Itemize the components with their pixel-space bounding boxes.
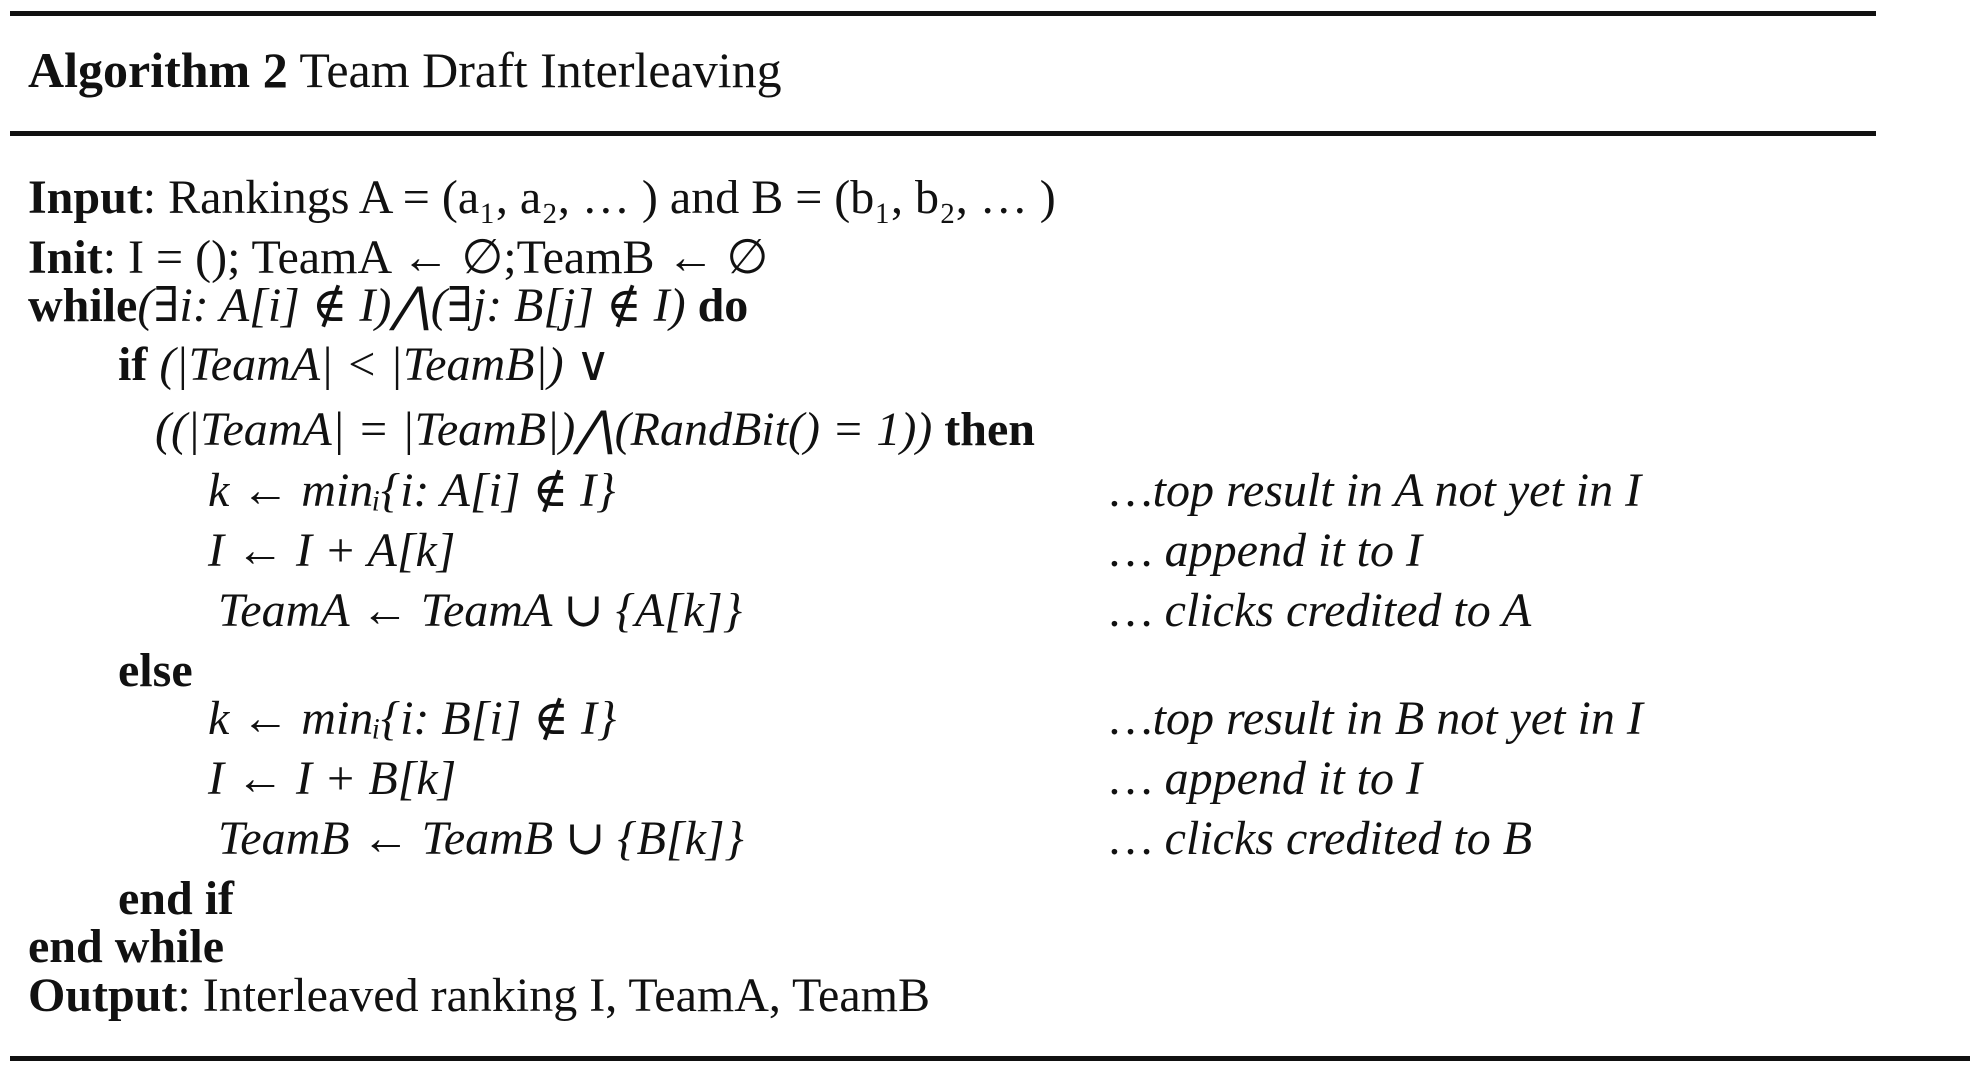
input-text: : Rankings A = (a₁, a₂, … ) and B = (b₁,…	[142, 171, 1056, 224]
comment-credit-b: … clicks credited to B	[1110, 812, 1533, 865]
input-keyword: Input	[28, 171, 143, 224]
while-condition: (∃i: A[i] ∉ I)⋀(∃j: B[j] ∉ I)	[137, 279, 686, 332]
init-line: Init: I = (); TeamA ← ∅;TeamB ← ∅	[28, 230, 768, 286]
if-line: if (|TeamA| < |TeamB|) ∨	[118, 337, 611, 393]
comment-select-b: …top result in B not yet in I	[1110, 692, 1643, 745]
input-line: Input: Rankings A = (a₁, a₂, … ) and B =…	[28, 170, 1056, 226]
while-line: while(∃i: A[i] ∉ I)⋀(∃j: B[j] ∉ I) do	[28, 278, 748, 334]
end-while-line: end while	[28, 919, 224, 975]
step-append-b: I ← I + B[k]	[208, 752, 457, 805]
output-text: : Interleaved ranking I, TeamA, TeamB	[177, 969, 930, 1022]
if-condition: (|TeamA| < |TeamB|) ∨	[159, 338, 611, 391]
step-credit-b: TeamB ← TeamB ∪ {B[k]}	[218, 812, 744, 865]
else-keyword: else	[118, 644, 193, 697]
bottom-rule	[10, 1056, 1970, 1061]
step-select-b: k ← minᵢ{i: B[i] ∉ I}	[208, 692, 617, 745]
while-keyword: while	[28, 279, 138, 332]
end-if-line: end if	[118, 871, 234, 927]
if-condition-continued: ((|TeamA| = |TeamB|)⋀(RandBit() = 1))	[155, 403, 933, 456]
algorithm-label: Algorithm 2	[28, 42, 288, 98]
step-credit-a: TeamA ← TeamA ∪ {A[k]}	[218, 584, 743, 637]
else-line: else	[118, 643, 193, 699]
output-line: Output: Interleaved ranking I, TeamA, Te…	[28, 968, 930, 1024]
comment-append-b: … append it to I	[1110, 752, 1422, 805]
end-if-keyword: end if	[118, 872, 235, 925]
end-while-keyword: end while	[28, 920, 225, 973]
algorithm-caption: Algorithm 2 Team Draft Interleaving	[28, 40, 782, 100]
comment-credit-a: … clicks credited to A	[1110, 584, 1532, 637]
top-rule	[10, 11, 1876, 16]
algorithm-title: Team Draft Interleaving	[299, 42, 782, 98]
if-condition-continued-line: ((|TeamA| = |TeamB|)⋀(RandBit() = 1)) th…	[155, 402, 1035, 458]
step-append-a: I ← I + A[k]	[208, 524, 456, 577]
init-text: : I = (); TeamA ← ∅;TeamB ← ∅	[102, 231, 769, 284]
init-keyword: Init	[28, 231, 103, 284]
output-keyword: Output	[28, 969, 178, 1022]
caption-rule	[10, 131, 1876, 136]
step-select-a: k ← minᵢ{i: A[i] ∉ I}	[208, 464, 616, 517]
comment-select-a: …top result in A not yet in I	[1110, 464, 1642, 517]
if-keyword: if	[118, 338, 148, 391]
comment-append-a: … append it to I	[1110, 524, 1422, 577]
then-keyword: then	[944, 403, 1035, 456]
do-keyword: do	[697, 279, 749, 332]
